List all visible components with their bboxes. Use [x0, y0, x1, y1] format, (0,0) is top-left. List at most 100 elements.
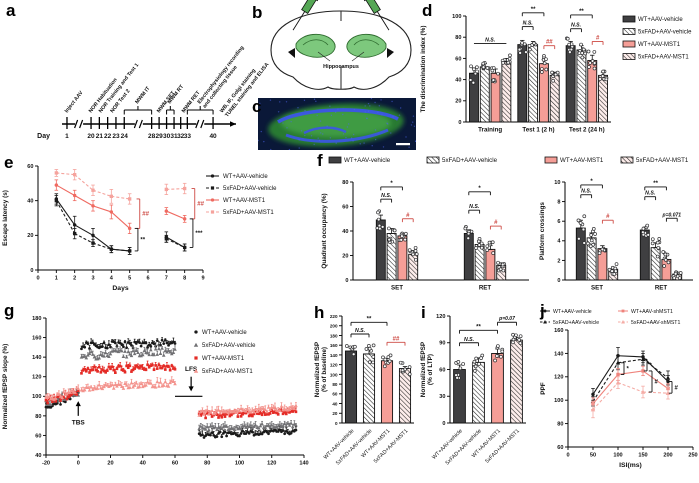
svg-text:WT+AAV-MST1: WT+AAV-MST1	[638, 42, 681, 48]
panel-d-discrimination-index: d 0 20 40 60 80 100 The discrimination index (…	[418, 0, 699, 152]
svg-text:SET: SET	[591, 285, 603, 292]
svg-text:WT+AAV-vehicle: WT+AAV-vehicle	[638, 17, 683, 23]
svg-text:160: 160	[554, 328, 563, 334]
panel-h-fepsp-baseline: h 0 20 40 60 80 100 120 140 160 180 200 220 Normaliz…	[312, 302, 418, 483]
svg-text:*: *	[390, 181, 393, 187]
right-hippocampus-fissure	[353, 39, 380, 46]
svg-text:80: 80	[342, 180, 348, 186]
svg-text:Test 2 (24 h): Test 2 (24 h)	[569, 127, 605, 134]
svg-text:24: 24	[121, 133, 129, 140]
svg-text:#: #	[494, 220, 498, 226]
svg-text:100: 100	[330, 372, 338, 377]
svg-text:140: 140	[554, 351, 563, 357]
svg-text:120: 120	[436, 314, 445, 320]
svg-text:40: 40	[455, 78, 461, 84]
svg-text:33: 33	[184, 133, 192, 140]
svg-text:Test 1 (2 h): Test 1 (2 h)	[522, 127, 554, 134]
svg-text:100: 100	[32, 394, 41, 400]
svg-text:60: 60	[439, 367, 445, 373]
left-landmark	[288, 48, 295, 58]
svg-text:ISI(ms): ISI(ms)	[619, 462, 642, 469]
svg-text:Normalized fEPSP: Normalized fEPSP	[420, 341, 427, 397]
svg-text:5xFAD+AAV-MST1: 5xFAD+AAV-MST1	[484, 428, 520, 464]
svg-text:**: **	[367, 316, 372, 322]
svg-text:0: 0	[442, 421, 445, 427]
panel-f-letter: f	[317, 151, 323, 170]
left-syringe-icon	[292, 0, 319, 31]
svg-text:23: 23	[112, 133, 120, 140]
hippocampus-fluorescence-image	[258, 98, 416, 150]
svg-text:WT+AAV-vehicle: WT+AAV-vehicle	[202, 330, 247, 336]
svg-text:60: 60	[455, 56, 461, 62]
svg-text:#: #	[606, 214, 610, 220]
label-leader-right	[351, 51, 365, 62]
svg-text:Training: Training	[478, 127, 502, 134]
svg-text:21: 21	[96, 133, 104, 140]
panel-b-letter: b	[252, 3, 263, 22]
svg-text:10: 10	[554, 180, 560, 186]
svg-text:0: 0	[566, 453, 569, 459]
svg-text:28: 28	[148, 133, 156, 140]
svg-text:WT+AAV-MST1: WT+AAV-MST1	[560, 157, 604, 164]
svg-text:##: ##	[197, 202, 204, 208]
chart-f2: 0 2 4 6 8 10 Platform crossings SET RET N.S. * # N.S…	[539, 179, 693, 292]
svg-text:WT+AAV-MST1: WT+AAV-MST1	[223, 198, 266, 204]
svg-text:#: #	[406, 213, 410, 219]
svg-text:2: 2	[557, 258, 560, 264]
svg-text:180: 180	[330, 333, 338, 338]
svg-text:***: ***	[195, 231, 203, 237]
panel-a-letter: a	[6, 1, 16, 20]
svg-text:WT+AAV-vehicle: WT+AAV-vehicle	[223, 174, 268, 180]
svg-text:140: 140	[32, 355, 41, 361]
svg-text:100: 100	[235, 461, 244, 467]
svg-text:100: 100	[554, 398, 563, 404]
panel-f-mwm-probe: f WT+AAV-vehicle 5xFAD+AAV-vehicle WT+AAV-…	[315, 152, 699, 302]
svg-text:30: 30	[163, 133, 171, 140]
panel-d-letter: d	[422, 1, 433, 20]
svg-text:WT+AAV-MST1: WT+AAV-MST1	[202, 356, 245, 362]
svg-text:Quadrant occupancy (%): Quadrant occupancy (%)	[321, 193, 328, 268]
svg-text:100: 100	[613, 453, 622, 459]
svg-text:60: 60	[172, 461, 178, 467]
left-hippocampus-fissure	[302, 39, 329, 46]
svg-text:20: 20	[342, 253, 348, 259]
svg-text:N.S.: N.S.	[464, 337, 474, 343]
svg-text:6: 6	[557, 219, 560, 225]
svg-text:120: 120	[554, 375, 563, 381]
svg-text:5xFAD+AAV-MST1: 5xFAD+AAV-MST1	[202, 369, 253, 375]
svg-text:0: 0	[458, 120, 461, 126]
svg-text:7: 7	[165, 276, 168, 282]
svg-text:**: **	[653, 181, 658, 187]
svg-text:#: #	[596, 35, 600, 41]
svg-text:5xFAD+AAV-MST1: 5xFAD+AAV-MST1	[373, 428, 409, 464]
panel-f-legend: WT+AAV-vehicle 5xFAD+AAV-vehicle WT+AAV-MS…	[328, 156, 689, 164]
svg-text:29: 29	[155, 133, 163, 140]
svg-text:5xFAD+AAV-vehicle: 5xFAD+AAV-vehicle	[553, 320, 599, 326]
svg-text:200: 200	[663, 453, 672, 459]
svg-text:5xFAD+AAV-MST1: 5xFAD+AAV-MST1	[636, 157, 689, 164]
svg-text:MWM IT: MWM IT	[134, 85, 152, 105]
svg-text:WT+AAV-vehicle: WT+AAV-vehicle	[323, 428, 356, 461]
svg-text:##: ##	[142, 212, 149, 218]
left-hippocampus	[295, 33, 336, 58]
svg-text:WT+AAV-shMST1: WT+AAV-shMST1	[631, 309, 673, 315]
svg-text:80: 80	[35, 414, 41, 420]
panel-g-letter: g	[4, 301, 15, 320]
svg-text:*: *	[627, 367, 630, 373]
svg-text:(% of LTP): (% of LTP)	[427, 354, 434, 385]
svg-text:140: 140	[299, 461, 308, 467]
svg-text:0: 0	[335, 421, 338, 426]
svg-text:6: 6	[146, 276, 149, 282]
svg-text:20: 20	[27, 233, 33, 239]
svg-text:3: 3	[91, 276, 94, 282]
svg-text:5: 5	[128, 276, 131, 282]
chart-e: 0 20 40 60 Escape latency (s) 0 1 2 3 4 5 6 7 8 9 Days #…	[2, 164, 277, 292]
svg-text:60: 60	[27, 164, 33, 170]
svg-text:5xFAD+AAV-vehicle: 5xFAD+AAV-vehicle	[445, 428, 483, 466]
svg-text:50: 50	[590, 453, 596, 459]
svg-text:p=0.071: p=0.071	[662, 212, 682, 218]
panel-i-letter: i	[421, 303, 426, 322]
right-landmark	[387, 48, 394, 58]
svg-text:5xFAD+AAV-vehicle: 5xFAD+AAV-vehicle	[223, 186, 277, 192]
